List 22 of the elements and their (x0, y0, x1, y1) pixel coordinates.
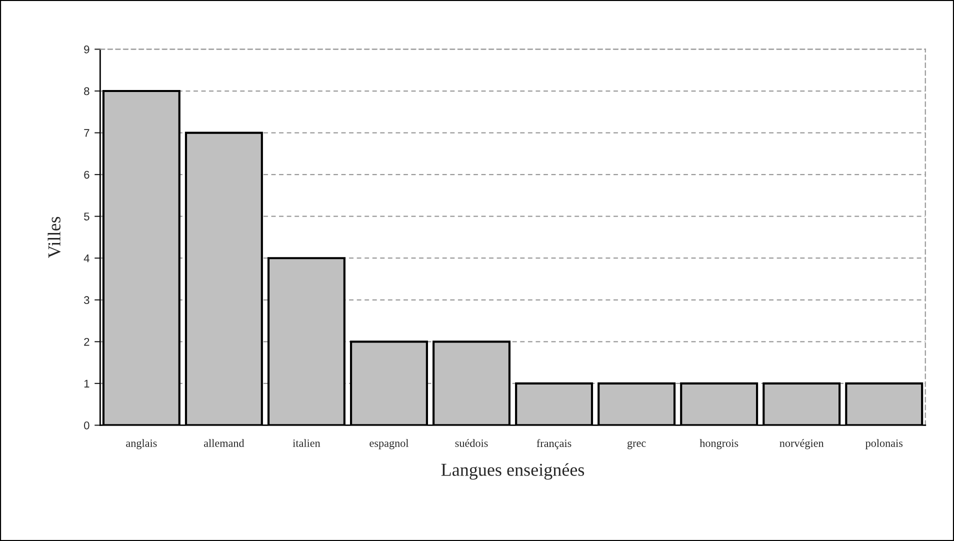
y-tick-label: 6 (84, 170, 90, 179)
x-tick-label: français (536, 439, 572, 450)
x-tick-label: polonais (865, 439, 903, 450)
y-tick-label: 3 (84, 296, 90, 304)
y-axis-title: Villes (48, 216, 61, 258)
y-tick-label: 2 (84, 338, 90, 346)
y-tick-label: 9 (84, 46, 90, 54)
y-tick-label: 0 (84, 421, 90, 430)
y-tick-label: 4 (84, 254, 90, 262)
x-tick-label: hongrois (700, 439, 738, 450)
x-tick-label: suédois (455, 439, 488, 447)
x-axis-title: Langues enseignées (441, 463, 584, 480)
x-tick-label: anglais (126, 439, 157, 450)
y-tick-label: 8 (84, 87, 90, 96)
y-tick-label: 1 (84, 380, 90, 388)
y-tick-label: 5 (84, 212, 90, 220)
x-tick-label: norvégien (780, 439, 824, 450)
x-tick-label: italien (292, 439, 320, 447)
x-tick-label: espagnol (370, 439, 409, 450)
y-tick-label: 7 (84, 129, 90, 137)
x-tick-label: allemand (204, 439, 244, 447)
x-tick-label: grec (627, 441, 646, 450)
